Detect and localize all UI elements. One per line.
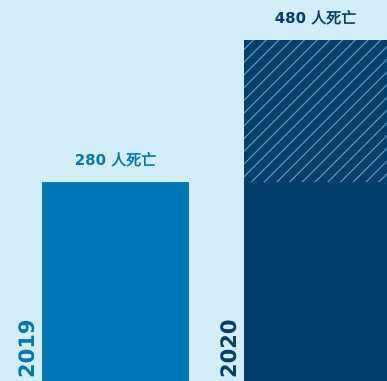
category-label-2019: 2019 [15, 320, 39, 378]
data-label-2019: 280 人死亡 [75, 151, 157, 169]
category-label-2020: 2020 [217, 320, 241, 378]
bar-2019 [42, 182, 189, 381]
chart-marks: 280 人死亡 2019 480 人死亡 2020 [15, 9, 387, 381]
bar-2020-hatched-segment [244, 40, 387, 183]
data-label-2020: 480 人死亡 [275, 9, 357, 27]
